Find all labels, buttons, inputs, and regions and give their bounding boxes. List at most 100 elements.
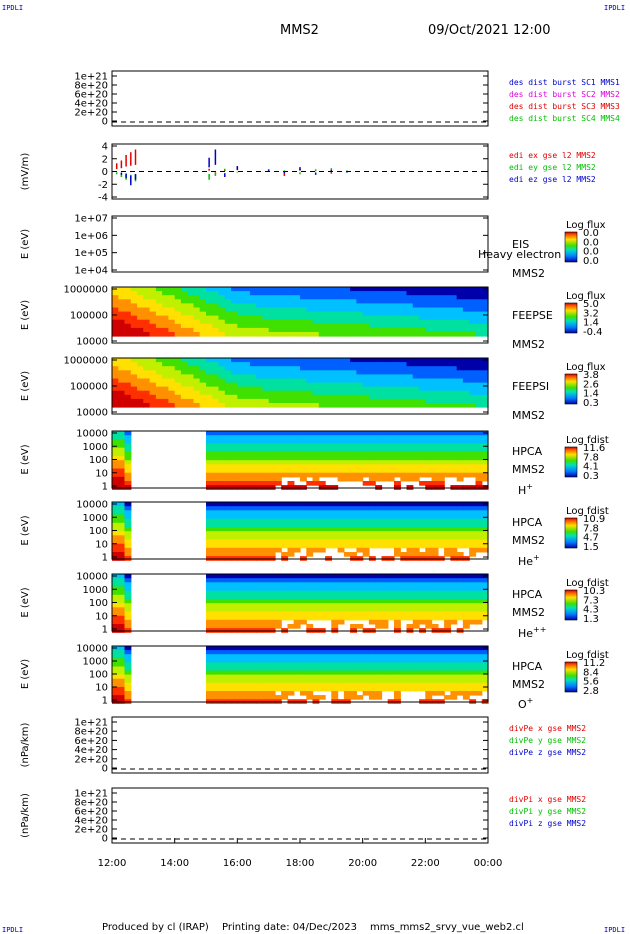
spectrogram-cell [469, 506, 477, 511]
spectrogram-cell [412, 468, 420, 474]
spectrogram-cell [475, 382, 483, 388]
spectrogram-cell [394, 502, 401, 507]
spectrogram-cell [425, 514, 433, 520]
spectrogram-cell [375, 362, 383, 367]
spectrogram-cell [118, 556, 126, 561]
spectrogram-cell [375, 287, 383, 292]
spectrogram-cell [412, 464, 420, 469]
spectrogram-cell [469, 603, 477, 608]
spectrogram-cell [406, 370, 414, 375]
spacecraft-label: MMS2 [512, 267, 545, 280]
spectrogram-cell [249, 594, 257, 600]
spectrogram-cell [206, 539, 213, 545]
spectrogram-cell [155, 299, 163, 304]
spectrogram-cell [368, 670, 376, 676]
spectrogram-cell [243, 472, 251, 478]
spectrogram-cell [475, 435, 483, 440]
spectrogram-cell [375, 443, 383, 449]
spectrogram-cell [368, 658, 376, 663]
spectrogram-cell [112, 650, 119, 655]
spectrogram-cell [118, 607, 126, 612]
spectrogram-cell [362, 370, 370, 375]
spectrogram-cell [437, 578, 445, 583]
spectrogram-cell [450, 518, 458, 524]
spectrogram-cell [318, 674, 326, 680]
spectrogram-cell [256, 611, 263, 617]
spectrogram-cell [212, 510, 220, 515]
spectrogram-cell [406, 514, 414, 520]
spectrogram-cell [350, 476, 357, 482]
spectrogram-cell [481, 295, 489, 300]
spectrogram-cell [231, 686, 238, 692]
spectrogram-cell [180, 362, 188, 367]
spectrogram-cell [293, 666, 301, 672]
spectrogram-cell [243, 628, 251, 633]
spectrogram-cell [462, 443, 470, 449]
spectrogram-cell [356, 650, 364, 655]
spectrogram-cell [256, 443, 263, 449]
spectrogram-cell [306, 332, 314, 337]
spectrogram-cell [394, 358, 401, 363]
spectrogram-cell [243, 435, 251, 440]
spectrogram-cell [130, 315, 138, 321]
spectrogram-cell [224, 506, 232, 511]
spectrogram-cell [343, 456, 351, 461]
spectrogram-cell [174, 323, 182, 329]
spectrogram-cell [237, 366, 245, 371]
spectrogram-cell [444, 464, 451, 469]
spectrogram-cell [437, 439, 445, 444]
legend-entry: divPe z gse MMS2 [509, 748, 586, 757]
y-tick-label: 10 [95, 611, 108, 622]
spectrogram-cell [362, 468, 370, 474]
spectrogram-cell [112, 590, 119, 596]
spectrogram-cell [262, 435, 270, 440]
spectrogram-cell [318, 403, 326, 408]
spectrogram-cell [375, 464, 383, 469]
spectrogram-cell [431, 447, 439, 453]
spectrogram-cell [462, 662, 470, 667]
spectrogram-cell [419, 666, 426, 672]
spectrogram-cell [293, 574, 301, 579]
spectrogram-cell [431, 439, 439, 444]
spectrogram-cell [444, 599, 451, 604]
spectrogram-cell [224, 695, 232, 700]
spectrogram-cell [387, 439, 395, 444]
spectrogram-cell [325, 590, 332, 596]
spectrogram-cell [362, 374, 370, 379]
spectrogram-cell [412, 678, 420, 684]
spectrogram-cell [237, 506, 245, 511]
spectrogram-cell [274, 514, 282, 520]
spectrogram-cell [368, 514, 376, 520]
spectrogram-cell [162, 403, 169, 408]
spectrogram-cell [462, 522, 470, 528]
spectrogram-cell [400, 590, 408, 596]
spectrogram-cell [224, 311, 232, 317]
overlay-text: Heavy electron to [478, 248, 576, 261]
spectrogram-cell [118, 291, 126, 296]
spectrogram-cell [318, 574, 326, 579]
spectrogram-cell [312, 547, 320, 553]
spectrogram-cell [337, 611, 345, 617]
spectrogram-cell [406, 543, 414, 549]
spectrogram-cell [387, 362, 395, 367]
spectrogram-cell [481, 366, 489, 371]
spectrogram-cell [300, 686, 307, 692]
spectrogram-cell [243, 481, 251, 486]
spectrogram-cell [362, 686, 370, 692]
spectrogram-cell [450, 472, 458, 478]
spectrogram-cell [249, 460, 257, 465]
spectrogram-cell [306, 682, 314, 688]
spectrogram-cell [456, 370, 464, 375]
spectrogram-cell [112, 678, 119, 684]
spectrogram-cell [112, 619, 119, 625]
spectrogram-cell [406, 670, 414, 676]
spectrogram-cell [118, 506, 126, 511]
spectrogram-cell [300, 299, 307, 304]
spectrogram-cell [456, 539, 464, 545]
spectrogram-cell [368, 315, 376, 321]
spectrogram-cell [224, 358, 232, 363]
spectrogram-cell [362, 327, 370, 333]
spectrogram-cell [356, 295, 364, 300]
spectrogram-cell [362, 403, 370, 408]
